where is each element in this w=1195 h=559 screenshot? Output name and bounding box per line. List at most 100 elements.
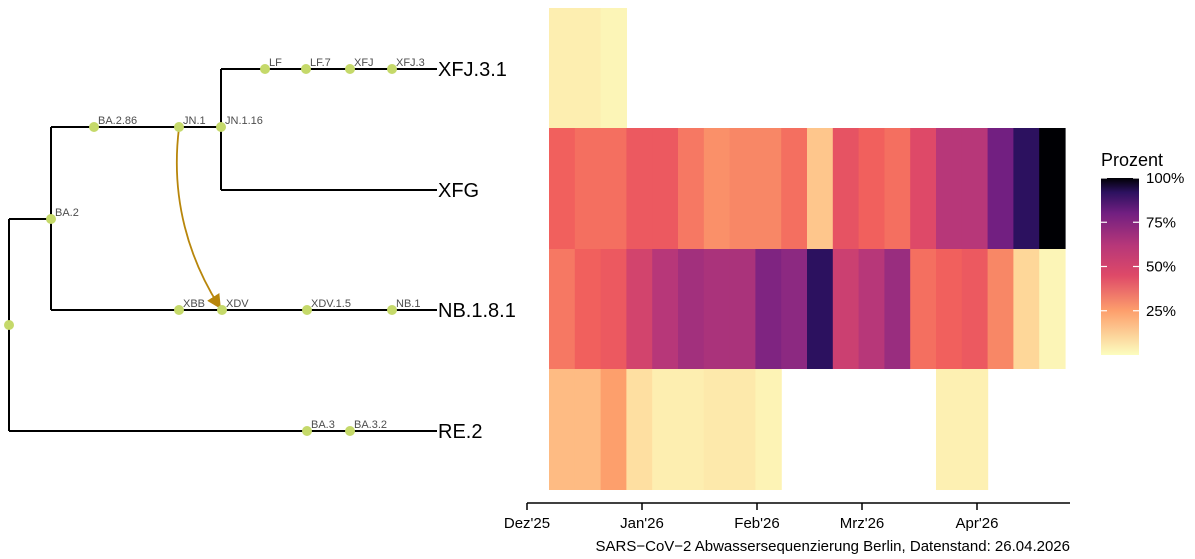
phylogenetic-tree	[8, 68, 437, 432]
heatmap-cell-nb-1-8-1-6	[703, 249, 731, 369]
x-tick-label-apr-26: Apr'26	[956, 515, 999, 532]
legend-label-25: 25%	[1146, 303, 1176, 320]
heatmap-cell-nb-1-8-1-8	[755, 249, 782, 369]
tree-node-label-xfj: XFJ	[354, 57, 374, 69]
tree-node-nb-1	[387, 305, 397, 315]
heatmap-cell-nb-1-8-1-15	[936, 249, 963, 369]
tree-tip-label-xfj-3-1: XFJ.3.1	[438, 59, 507, 81]
heatmap-cell-xfg-0	[549, 128, 576, 249]
tree-node-label-ba-2: BA.2	[55, 207, 79, 219]
heatmap-cell-nb-1-8-1-7	[729, 249, 756, 369]
legend-label-100: 100%	[1146, 170, 1184, 187]
heatmap-cell-nb-1-8-1-13	[884, 249, 911, 369]
x-tick-label-feb-26: Feb'26	[734, 515, 779, 532]
legend: Prozent	[1101, 150, 1163, 355]
chart-caption: SARS−CoV−2 Abwassersequenzierung Berlin,…	[596, 538, 1070, 555]
tree-node-lf-7	[301, 64, 311, 74]
tree-node-root	[4, 320, 14, 330]
tree-tip-label-nb-1-8-1: NB.1.8.1	[438, 300, 516, 322]
x-tick-label-dez-25: Dez'25	[504, 515, 550, 532]
tree-node-jn-1-16	[216, 122, 226, 132]
legend-title: Prozent	[1101, 150, 1163, 170]
heatmap-cell-xfg-4	[652, 128, 679, 249]
heatmap-cell-nb-1-8-1-2	[600, 249, 627, 369]
heatmap-cell-nb-1-8-1-12	[858, 249, 885, 369]
tree-node-label-xdv: XDV	[226, 298, 249, 310]
heatmap-cell-re-2-1	[574, 369, 602, 490]
tree-nodes	[4, 64, 397, 436]
heatmap-cell-xfg-16	[961, 128, 989, 249]
tree-node-label-lf-7: LF.7	[310, 57, 331, 69]
heatmap-cell-xfg-10	[807, 128, 834, 249]
heatmap-cell-nb-1-8-1-1	[574, 249, 602, 369]
heatmap-cell-re-2-6	[703, 369, 731, 490]
tree-node-xfj-3	[387, 64, 397, 74]
heatmap-cell-xfg-9	[781, 128, 808, 249]
heatmap-cell-xfg-1	[574, 128, 602, 249]
heatmap-cell-nb-1-8-1-5	[678, 249, 705, 369]
heatmap-cell-xfj-3-1-0	[549, 8, 576, 128]
heatmap-cell-xfg-12	[858, 128, 885, 249]
tree-node-label-ba-3: BA.3	[311, 419, 335, 431]
tree-node-label-jn-1: JN.1	[183, 115, 206, 127]
heatmap-cell-xfg-11	[832, 128, 860, 249]
heatmap-cell-xfg-8	[755, 128, 782, 249]
heatmap-cell-nb-1-8-1-18	[1013, 249, 1040, 369]
heatmap-cell-xfg-18	[1013, 128, 1040, 249]
tree-tip-labels: XFJ.3.1 XFG NB.1.8.1 RE.2	[438, 59, 516, 443]
legend-label-75: 75%	[1146, 214, 1176, 231]
heatmap-cell-re-2-16	[961, 369, 989, 490]
heatmap-cell-re-2-7	[729, 369, 756, 490]
heatmap-cell-xfg-15	[936, 128, 963, 249]
tree-node-ba-2	[46, 214, 56, 224]
heatmap-cell-nb-1-8-1-14	[910, 249, 937, 369]
heatmap-cell-xfg-3	[626, 128, 653, 249]
tree-node-label-lf: LF	[269, 57, 282, 69]
heatmap-cell-xfj-3-1-1	[574, 8, 602, 128]
heatmap-cell-xfg-2	[600, 128, 627, 249]
tree-node-label-jn-1-16: JN.1.16	[225, 115, 263, 127]
heatmap-cell-nb-1-8-1-0	[549, 249, 576, 369]
tree-tip-label-xfg: XFG	[438, 180, 479, 202]
heatmap-cell-nb-1-8-1-4	[652, 249, 679, 369]
heatmap-cell-re-2-2	[600, 369, 627, 490]
heatmap-cell-xfg-5	[678, 128, 705, 249]
tree-node-ba-2-86	[89, 122, 99, 132]
heatmap	[549, 8, 1066, 490]
heatmap-cell-re-2-15	[936, 369, 963, 490]
heatmap-cell-nb-1-8-1-9	[781, 249, 808, 369]
heatmap-cell-xfj-3-1-2	[600, 8, 627, 128]
heatmap-cell-xfg-17	[987, 128, 1014, 249]
tree-node-label-xfj-3: XFJ.3	[396, 57, 425, 69]
tree-node-xdv-1-5	[302, 305, 312, 315]
heatmap-cell-re-2-3	[626, 369, 653, 490]
heatmap-cell-re-2-4	[652, 369, 679, 490]
x-tick-label-jan-26: Jan'26	[620, 515, 664, 532]
legend-label-50: 50%	[1146, 259, 1176, 276]
tree-node-xbb	[174, 305, 184, 315]
heatmap-cell-nb-1-8-1-16	[961, 249, 989, 369]
heatmap-cell-nb-1-8-1-17	[987, 249, 1014, 369]
heatmap-cell-xfg-19	[1039, 128, 1066, 249]
heatmap-cell-nb-1-8-1-11	[832, 249, 860, 369]
tree-node-label-ba-2-86: BA.2.86	[98, 115, 137, 127]
heatmap-cell-xfg-6	[703, 128, 731, 249]
tree-node-label-xdv-1-5: XDV.1.5	[311, 298, 351, 310]
tree-node-label-ba-3-2: BA.3.2	[354, 419, 387, 431]
tree-node-xfj	[345, 64, 355, 74]
heatmap-cell-nb-1-8-1-3	[626, 249, 653, 369]
tree-node-label-nb-1: NB.1	[396, 298, 420, 310]
tree-node-xdv	[217, 305, 227, 315]
heatmap-cell-nb-1-8-1-10	[807, 249, 834, 369]
x-ticks: Dez'25 Jan'26 Feb'26 Mrz'26 Apr'26	[504, 503, 999, 532]
heatmap-cell-nb-1-8-1-19	[1039, 249, 1066, 369]
legend-ticks: 100% 75% 50% 25%	[1101, 170, 1184, 320]
heatmap-cell-xfg-13	[884, 128, 911, 249]
heatmap-cell-xfg-14	[910, 128, 937, 249]
tree-tip-label-re-2: RE.2	[438, 421, 482, 443]
tree-node-lf	[260, 64, 270, 74]
recombination-arrow	[175, 127, 221, 310]
heatmap-cell-re-2-8	[755, 369, 782, 490]
tree-node-jn-1	[174, 122, 184, 132]
